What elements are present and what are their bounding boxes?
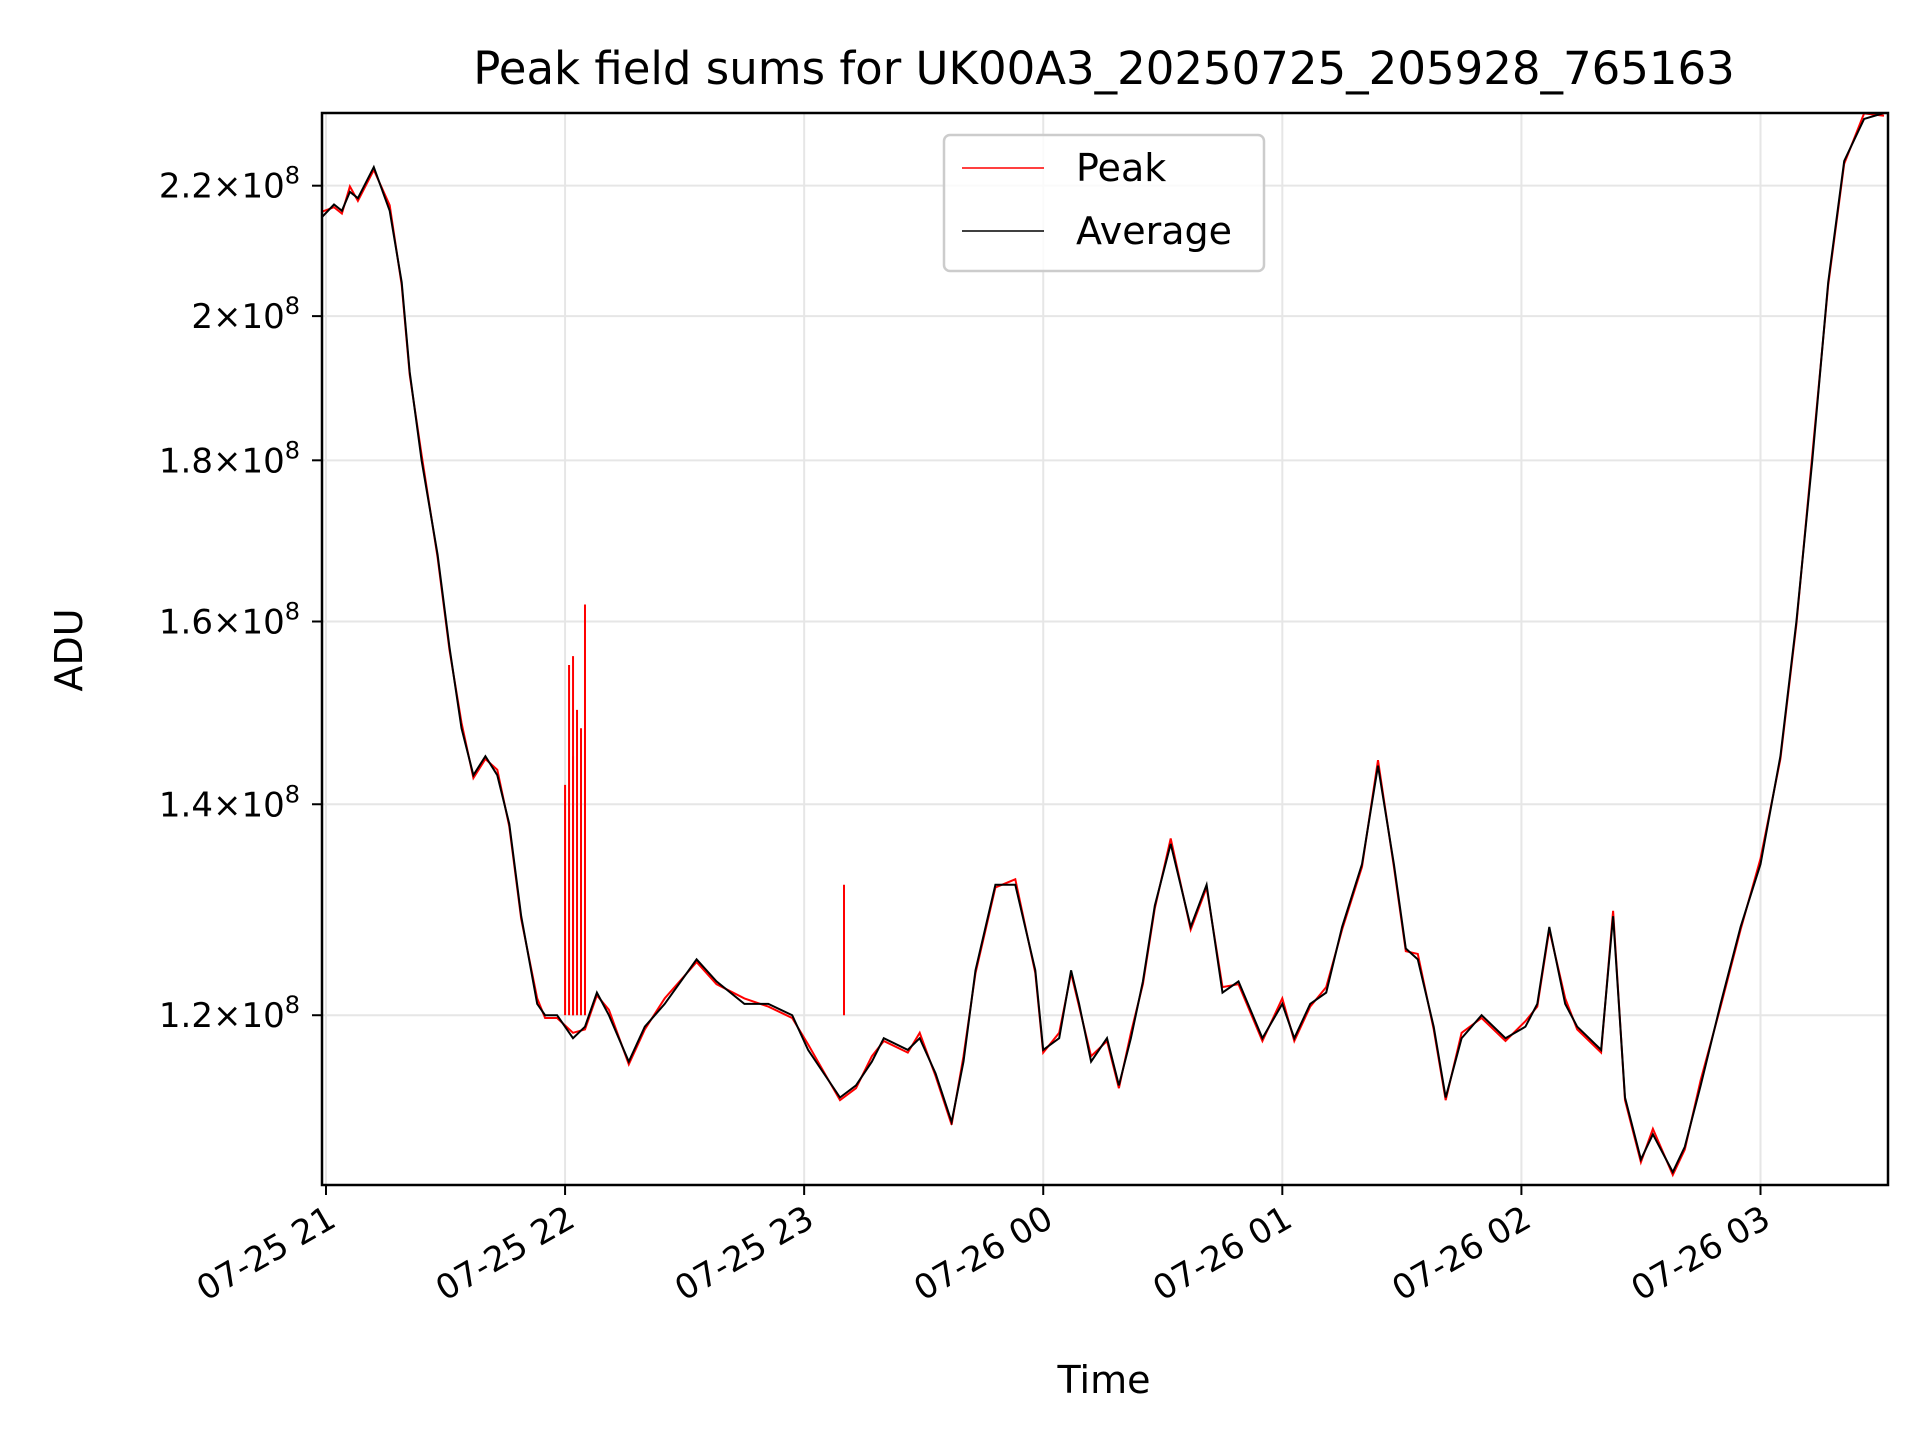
legend-label-peak: Peak <box>1076 146 1166 190</box>
x-axis-label: Time <box>1057 1358 1151 1402</box>
grid-lines <box>322 113 1888 1185</box>
legend-box <box>942 133 1266 273</box>
plot-frame <box>320 111 1890 1187</box>
series-group <box>322 113 1885 1178</box>
y-tick-label: 2.2×108 <box>159 162 300 207</box>
y-tick-label: 1.2×108 <box>159 991 300 1036</box>
y-tick-label: 2×108 <box>191 292 300 337</box>
y-tick-label: 1.6×108 <box>159 598 300 643</box>
y-tick-label: 1.4×108 <box>159 780 300 825</box>
y-axis-label: ADU <box>47 608 91 691</box>
legend: Peak Average <box>942 133 1266 273</box>
y-axis: 1.2×108 1.4×108 1.6×108 1.8×108 2×108 2.2×108 <box>159 162 322 1036</box>
legend-label-average: Average <box>1076 209 1232 253</box>
chart-title: Peak field sums for UK00A3_20250725_2059… <box>473 42 1735 95</box>
y-tick-label: 1.8×108 <box>159 436 300 481</box>
series-line-average <box>322 113 1885 1175</box>
